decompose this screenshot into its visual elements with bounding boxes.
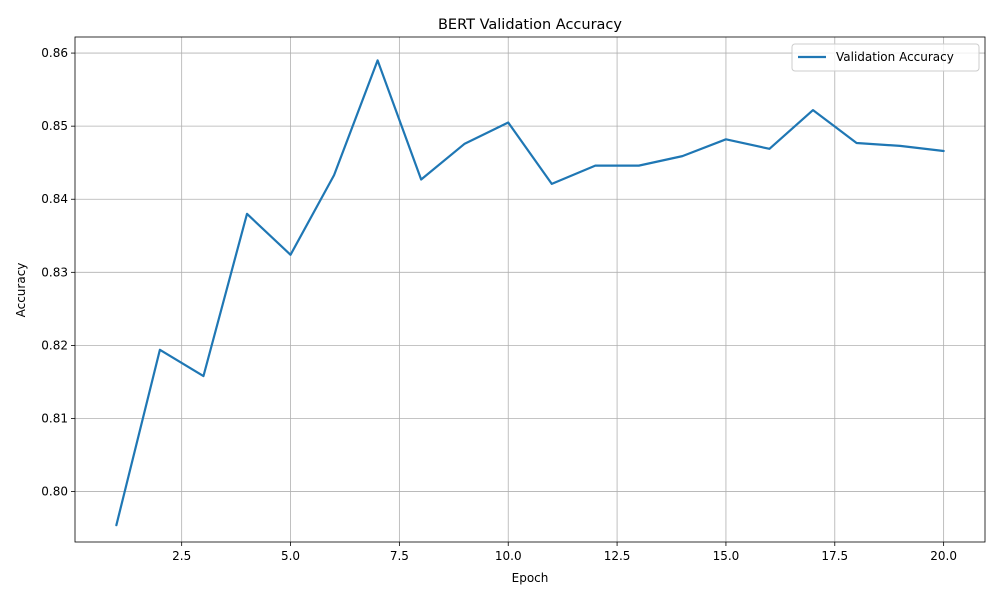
axes bbox=[71, 36, 986, 546]
legend-box bbox=[791, 43, 980, 72]
tick-labels: 2.5 5.0 7.5 10.0 12.5 15.0 17.5 20.0 0.80 0.81 0.8… bbox=[41, 46, 957, 563]
legend: Validation Accuracy bbox=[791, 43, 980, 72]
chart-title: BERT Validation Accuracy bbox=[438, 17, 622, 33]
y-tick-label: 0.83 bbox=[41, 265, 68, 279]
y-tick-label: 0.81 bbox=[41, 411, 68, 425]
legend-label: Validation Accuracy bbox=[836, 50, 954, 64]
series-line-validation-accuracy bbox=[115, 59, 945, 527]
plot-frame bbox=[74, 36, 986, 543]
y-tick-label: 0.85 bbox=[41, 119, 68, 133]
x-tick-label: 10.0 bbox=[495, 549, 522, 563]
x-tick-label: 12.5 bbox=[604, 549, 631, 563]
x-tick-label: 15.0 bbox=[713, 549, 740, 563]
x-tick-label: 2.5 bbox=[172, 549, 191, 563]
y-axis-title: Accuracy bbox=[14, 263, 28, 318]
series-layer bbox=[115, 59, 945, 527]
y-tick-label: 0.84 bbox=[41, 192, 68, 206]
x-tick-label: 5.0 bbox=[281, 549, 300, 563]
x-tick-label: 7.5 bbox=[390, 549, 409, 563]
y-tick-label: 0.82 bbox=[41, 338, 68, 352]
x-axis-title: Epoch bbox=[512, 571, 549, 585]
y-tick-label: 0.80 bbox=[41, 485, 68, 499]
x-tick-label: 20.0 bbox=[930, 549, 957, 563]
y-tick-label: 0.86 bbox=[41, 46, 68, 60]
x-tick-label: 17.5 bbox=[821, 549, 848, 563]
